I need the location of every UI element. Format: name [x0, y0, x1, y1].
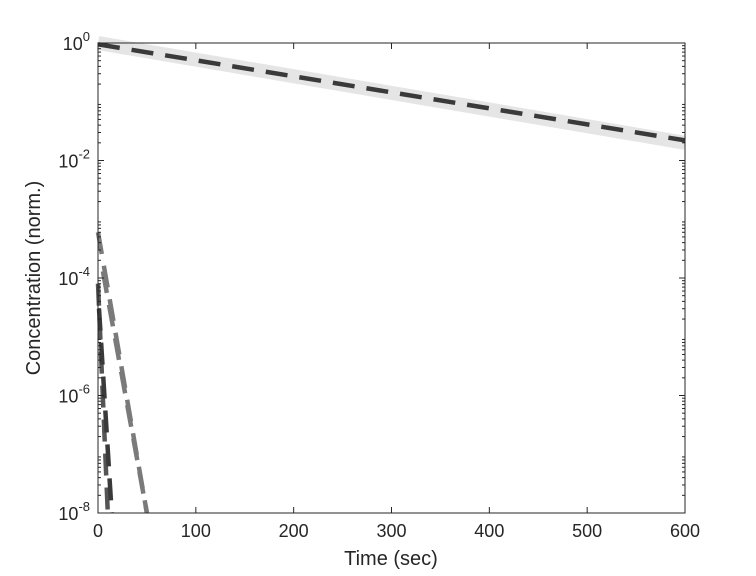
- series-line-2: [97, 42, 686, 143]
- series-layer: [95, 36, 687, 514]
- x-tick-label: 300: [376, 521, 406, 541]
- series-line-4: [100, 270, 150, 514]
- y-axis-label: Concentration (norm.): [23, 181, 45, 376]
- plot-area: [98, 43, 685, 513]
- y-tick-label: 10-8: [58, 499, 90, 524]
- x-axis-label: Time (sec): [344, 548, 438, 570]
- y-tick-label: 10-2: [58, 147, 90, 172]
- x-tick-label: 400: [474, 521, 504, 541]
- y-tick-label: 10-4: [58, 264, 90, 289]
- x-tick-label: 600: [670, 521, 700, 541]
- x-tick-label: 500: [572, 521, 602, 541]
- x-tick-label: 100: [181, 521, 211, 541]
- y-axis: 10-8 10-6 10-4 10-2 100: [58, 29, 685, 524]
- x-axis: 0 100 200 300 400 500 600: [93, 43, 700, 541]
- x-tick-label: 0: [93, 521, 103, 541]
- x-tick-label: 200: [279, 521, 309, 541]
- series-line-6: [96, 308, 114, 514]
- y-tick-label: 10-6: [58, 382, 90, 407]
- y-tick-label: 100: [63, 29, 90, 54]
